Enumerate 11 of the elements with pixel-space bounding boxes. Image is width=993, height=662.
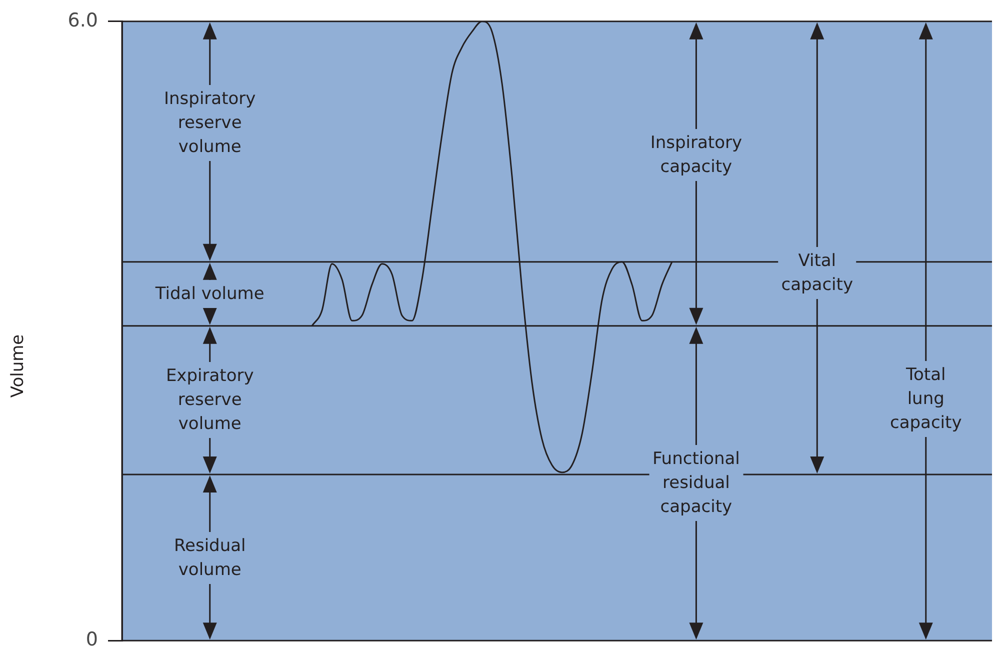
y-tick-label: 0: [86, 628, 98, 651]
annotation: Expiratory reserve volume: [162, 362, 257, 438]
y-axis-title: Volume: [8, 334, 28, 398]
annotation: Total lung capacity: [886, 360, 965, 437]
annotation: Inspiratory reserve volume: [161, 84, 259, 161]
y-tick-label: 6.0: [68, 9, 98, 32]
annotation: Vital capacity: [778, 246, 856, 299]
annotation: Tidal volume: [152, 280, 268, 308]
annotation: Functional residual capacity: [649, 445, 743, 522]
annotation: Residual volume: [170, 532, 249, 584]
annotation: Inspiratory capacity: [647, 129, 746, 182]
